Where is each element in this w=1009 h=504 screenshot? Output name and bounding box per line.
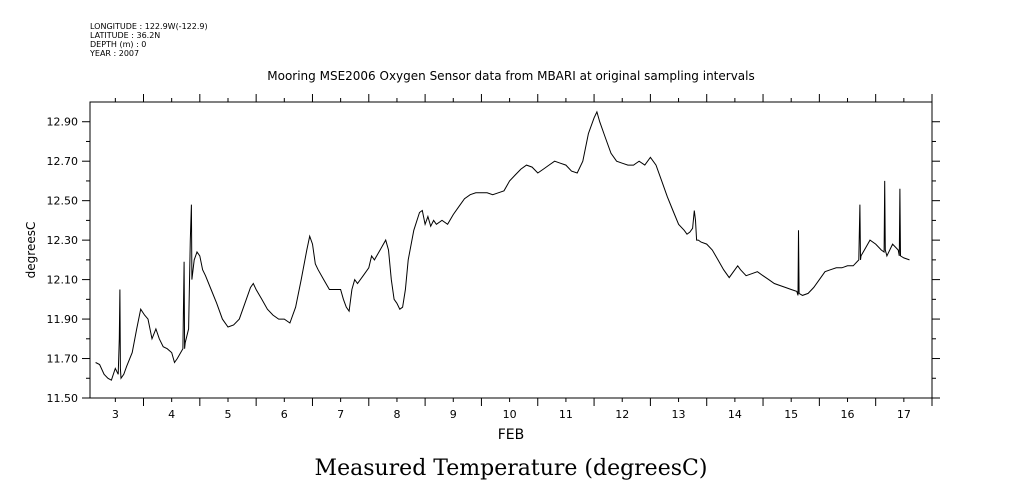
x-tick-label: 13 (672, 408, 686, 421)
x-tick-label: 9 (450, 408, 457, 421)
x-tick-label: 15 (784, 408, 798, 421)
series-line (95, 110, 910, 381)
x-tick-label: 8 (393, 408, 400, 421)
x-tick-labels: 3 4 5 6 7 8 9 10 11 12 13 14 15 16 17 (112, 408, 911, 421)
x-tick-label: 5 (224, 408, 231, 421)
x-tick-label: 16 (841, 408, 855, 421)
y-tick-label: 11.70 (47, 353, 79, 366)
plot-frame (89, 101, 933, 399)
y-tick-label: 11.50 (47, 392, 79, 405)
x-tick-label: 7 (337, 408, 344, 421)
x-tick-label: 10 (503, 408, 517, 421)
x-axis-label: FEB (498, 427, 525, 443)
longitude-label: LONGITUDE : 122.9W(-122.9) (90, 22, 208, 31)
depth-label: DEPTH (m) : 0 (90, 40, 147, 49)
metadata-block: LONGITUDE : 122.9W(-122.9) LATITUDE : 36… (90, 22, 208, 58)
x-tick-label: 3 (112, 408, 119, 421)
y-axis-label: degreesC (24, 222, 38, 279)
axis-ticks (82, 94, 940, 406)
x-tick-label: 14 (728, 408, 742, 421)
chart-caption: Measured Temperature (degreesC) (315, 456, 708, 481)
x-tick-label: 4 (168, 408, 175, 421)
y-tick-label: 11.90 (47, 313, 79, 326)
y-tick-label: 12.90 (47, 116, 79, 129)
y-tick-label: 12.10 (47, 274, 79, 287)
y-tick-label: 12.70 (47, 155, 79, 168)
x-tick-label: 12 (615, 408, 629, 421)
y-tick-label: 12.30 (47, 234, 79, 247)
latitude-label: LATITUDE : 36.2N (90, 31, 161, 40)
x-tick-label: 11 (559, 408, 573, 421)
chart-title: Mooring MSE2006 Oxygen Sensor data from … (267, 69, 755, 83)
year-label: YEAR : 2007 (90, 49, 140, 58)
y-tick-label: 12.50 (47, 195, 79, 208)
x-tick-label: 17 (897, 408, 911, 421)
x-tick-label: 6 (281, 408, 288, 421)
y-tick-labels: 11.50 11.70 11.90 12.10 12.30 12.50 12.70 12.90 (47, 116, 79, 405)
